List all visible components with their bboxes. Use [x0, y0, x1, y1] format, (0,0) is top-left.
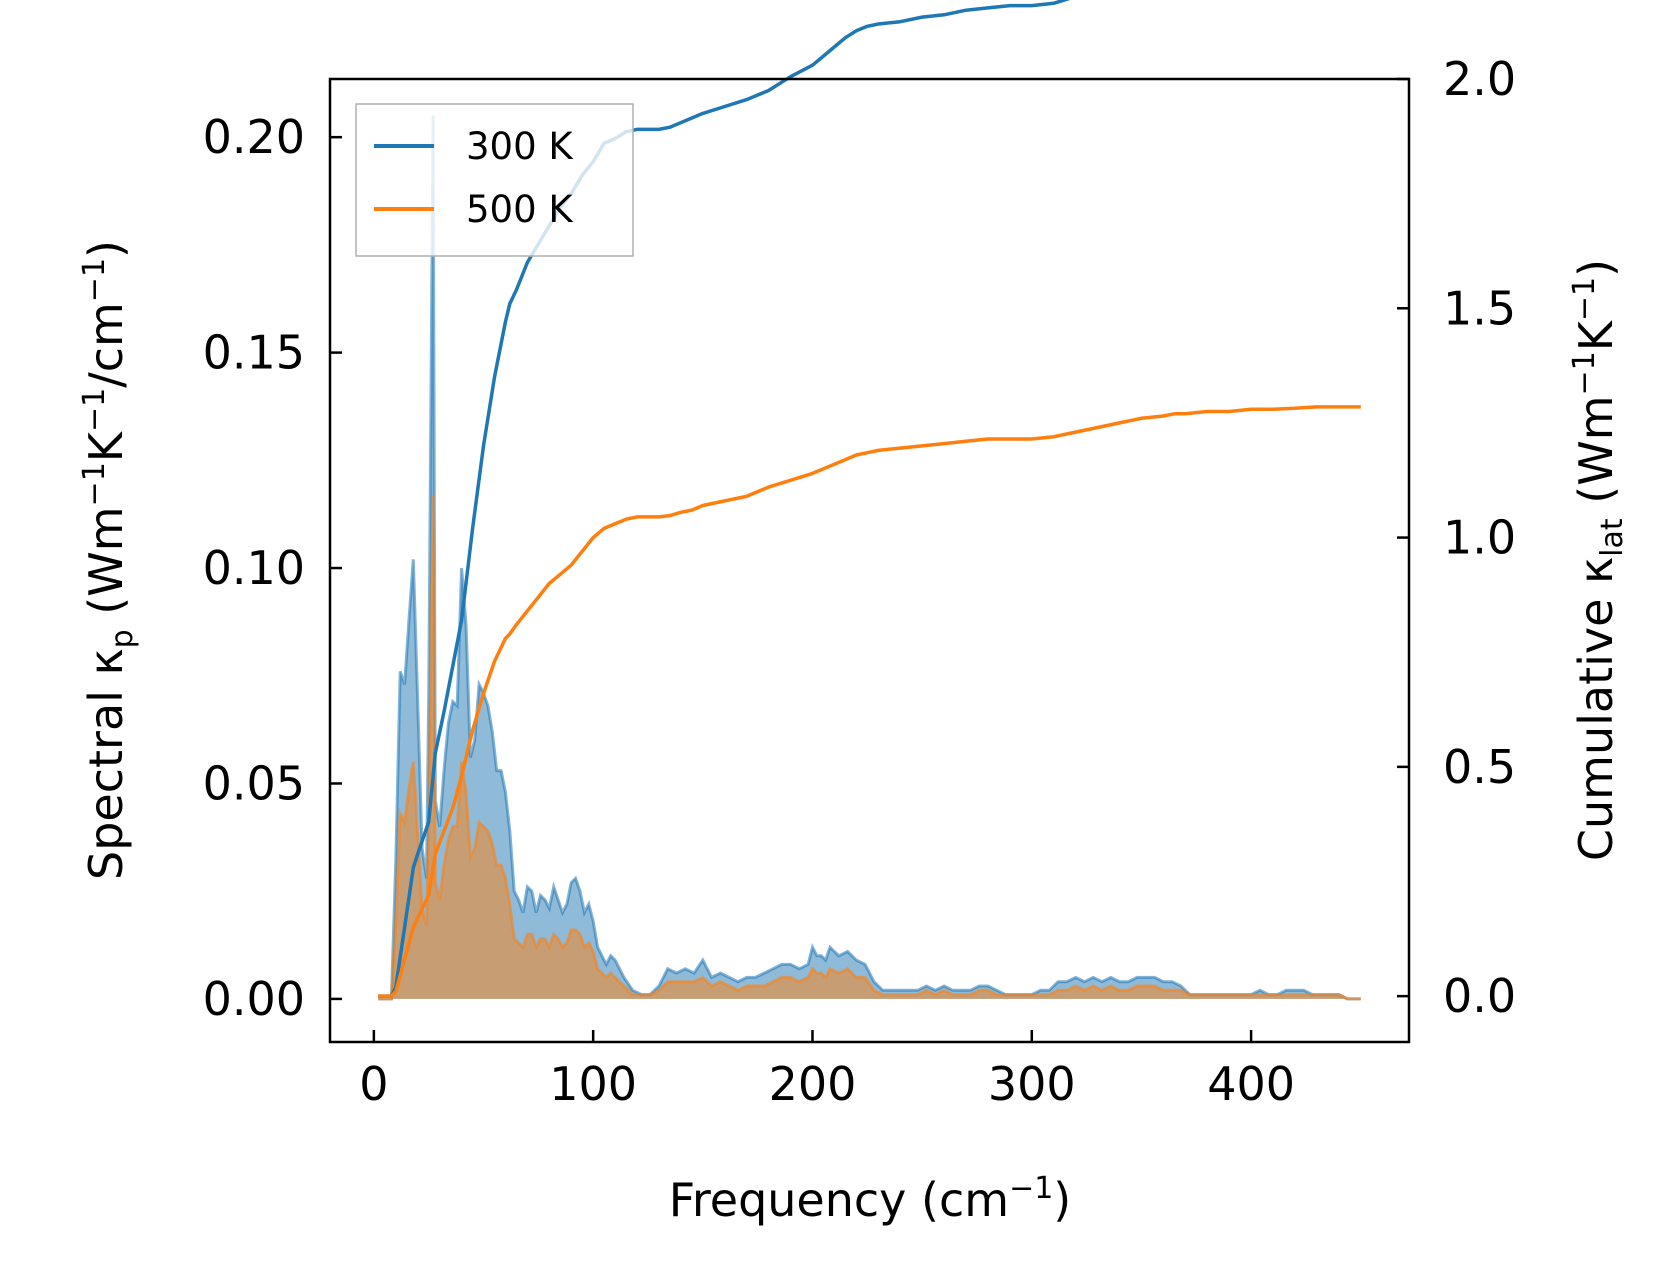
x-tick-label: 100: [549, 1057, 637, 1111]
legend-label-500k: 500 K: [466, 188, 574, 231]
line-300-k-spectral: [378, 115, 1361, 1001]
x-tick-label: 200: [769, 1057, 857, 1111]
legend-box: [355, 103, 634, 257]
x-axis-title: Frequency (cm−1): [669, 1171, 1072, 1227]
line-500-k-spectral: [378, 494, 1361, 1001]
y-left-tick-label: 0.10: [203, 541, 305, 595]
y-right-tick-label: 0.0: [1443, 969, 1516, 1023]
legend: 300 K 500 K: [355, 103, 634, 257]
x-axis: 0 100 200 300 400: [359, 1030, 1295, 1111]
y-axis-right-title: Cumulative κlat (Wm−1K−1): [1567, 259, 1630, 861]
y-right-tick-label: 1.0: [1443, 511, 1516, 565]
legend-label-300k: 300 K: [466, 125, 574, 168]
y-axis-left-title: Spectral κp (Wm−1K−1/cm−1): [77, 240, 140, 880]
y-right-tick-label: 1.5: [1443, 281, 1516, 335]
y-left-tick-label: 0.05: [203, 756, 305, 810]
cumulative-line-300-k: [378, 0, 1071, 998]
area-500-k-spectral: [378, 494, 1361, 999]
x-tick-label: 300: [988, 1057, 1076, 1111]
y-axis-right: 0.0 0.5 1.0 1.5 2.0: [1397, 52, 1516, 1023]
y-left-tick-label: 0.20: [203, 110, 305, 164]
plot-area: [378, 0, 1361, 1001]
x-tick-label: 0: [359, 1057, 388, 1111]
y-left-tick-label: 0.00: [203, 972, 305, 1026]
y-axis-left: 0.00 0.05 0.10 0.15 0.20: [203, 110, 342, 1026]
y-right-tick-label: 2.0: [1443, 52, 1516, 106]
x-tick-label: 400: [1207, 1057, 1295, 1111]
y-left-tick-label: 0.15: [203, 326, 305, 380]
y-right-tick-label: 0.5: [1443, 740, 1516, 794]
cumulative-line-500-k: [378, 405, 1361, 998]
axes-frame: [328, 77, 1411, 1044]
